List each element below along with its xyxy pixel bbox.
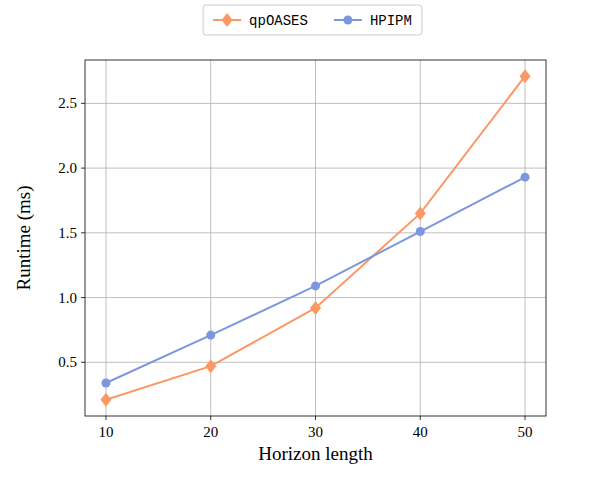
y-tick xyxy=(81,362,85,363)
x-axis-label: Horizon length xyxy=(258,443,373,464)
legend-marker xyxy=(222,13,233,27)
y-grid-line xyxy=(85,168,546,169)
y-grid-line xyxy=(85,297,546,298)
legend: qpOASES HPIPM xyxy=(203,5,422,35)
series-marker xyxy=(520,69,531,83)
x-tick-label: 10 xyxy=(98,424,113,440)
legend-item: qpOASES xyxy=(213,13,308,29)
legend-label: qpOASES xyxy=(249,13,308,29)
x-tick-label: 40 xyxy=(413,424,428,440)
series-marker xyxy=(310,301,321,315)
series-marker xyxy=(205,359,216,373)
series-marker xyxy=(101,378,110,387)
y-axis-label: Runtime (ms) xyxy=(13,185,35,290)
y-tick xyxy=(81,168,85,169)
series-marker xyxy=(415,206,426,220)
y-tick-label: 2.5 xyxy=(58,95,77,111)
legend-frame xyxy=(203,5,422,35)
x-tick-label: 20 xyxy=(203,424,218,440)
x-tick xyxy=(105,416,106,420)
y-tick-label: 1.5 xyxy=(58,225,77,241)
legend-marker xyxy=(343,16,352,25)
y-grid-line xyxy=(85,103,546,104)
x-tick-label: 50 xyxy=(518,424,533,440)
legend-item: HPIPM xyxy=(334,13,412,29)
series-marker xyxy=(100,393,111,407)
series-line xyxy=(106,177,525,383)
y-tick-label: 1.0 xyxy=(58,290,77,306)
grid xyxy=(85,60,546,416)
x-tick xyxy=(525,416,526,420)
y-tick-label: 0.5 xyxy=(58,354,77,370)
y-tick xyxy=(81,103,85,104)
x-tick xyxy=(420,416,421,420)
legend-label: HPIPM xyxy=(370,13,412,29)
series-line xyxy=(106,76,525,400)
y-tick-label: 2.0 xyxy=(58,160,77,176)
chart: 10 20 30 40 50 0.5 1.0 1.5 2.0 2.5 Horizon length R… xyxy=(0,0,590,504)
series-marker xyxy=(206,331,215,340)
x-tick-label: 30 xyxy=(308,424,323,440)
data xyxy=(100,69,530,407)
x-tick xyxy=(210,416,211,420)
series-marker xyxy=(311,281,320,290)
series-marker xyxy=(416,227,425,236)
series-marker xyxy=(521,173,530,182)
x-tick xyxy=(315,416,316,420)
y-grid-line xyxy=(85,232,546,233)
y-tick xyxy=(81,297,85,298)
y-tick xyxy=(81,232,85,233)
plot-frame xyxy=(85,60,546,416)
